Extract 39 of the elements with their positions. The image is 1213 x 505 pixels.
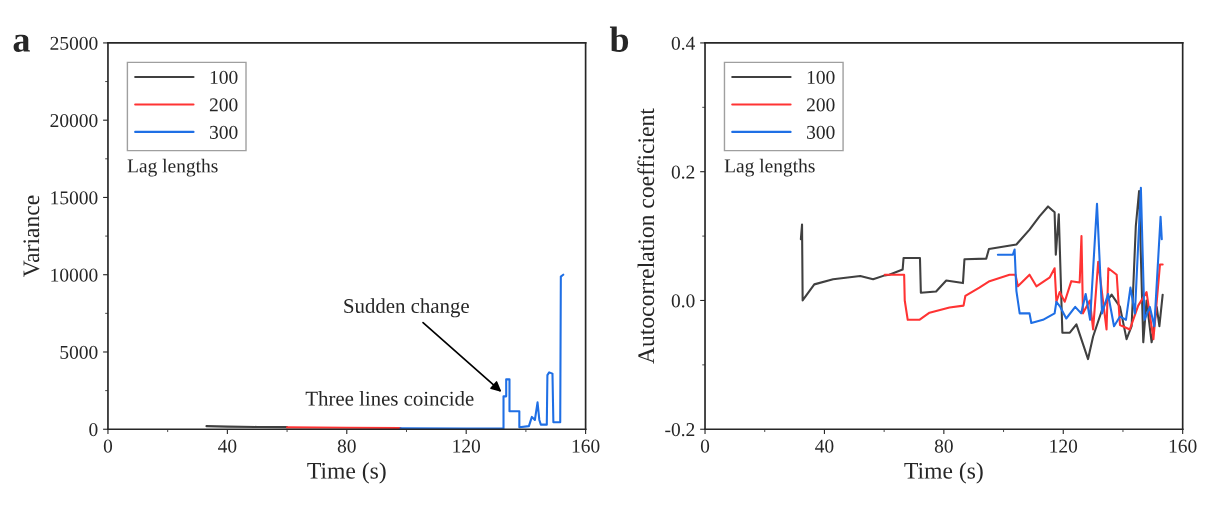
legend-label: 200 (209, 98, 238, 112)
x-axis-title: Time (s) (904, 462, 983, 484)
line-series (799, 189, 1164, 361)
x-tick-label: 80 (934, 439, 953, 453)
y-tick-label: 0 (89, 423, 98, 437)
y-tick-label: 10000 (51, 268, 98, 282)
line-series (996, 186, 1163, 328)
legend-label: 100 (807, 70, 835, 84)
chart-title: b (609, 26, 629, 52)
x-tick-label: 0 (700, 439, 710, 453)
annotation: Three lines coincide (305, 391, 474, 406)
x-tick-label: 160 (572, 439, 600, 453)
y-axis-title: Autocorrelation coefficient (637, 108, 655, 364)
x-tick-label: 160 (1169, 439, 1197, 453)
x-tick-label: 120 (1050, 439, 1078, 453)
legend-title: Lag lengths (724, 158, 815, 177)
line-series (883, 235, 1164, 341)
y-tick-label: 15000 (51, 191, 98, 205)
x-tick-label: 120 (453, 439, 481, 453)
y-tick-label: -0.2 (665, 423, 695, 437)
y-axis-title: Variance (23, 195, 40, 278)
x-tick-label: 0 (103, 439, 113, 453)
x-axis-title: Time (s) (307, 462, 386, 484)
y-tick-label: 0.2 (671, 165, 695, 179)
chart-title: a (13, 34, 30, 52)
legend-label: 100 (210, 70, 238, 84)
legend-label: 300 (807, 125, 835, 139)
y-tick-label: 25000 (50, 36, 98, 50)
y-tick-label: 0.4 (671, 36, 695, 50)
legend-title: Lag lengths (127, 158, 218, 177)
legend-label: 200 (806, 98, 835, 112)
y-tick-label: 20000 (50, 114, 98, 128)
y-tick-label: 5000 (60, 345, 98, 359)
y-tick-label: 0.0 (671, 294, 695, 308)
x-tick-label: 40 (815, 439, 834, 453)
x-tick-label: 40 (218, 439, 237, 453)
x-tick-label: 80 (337, 439, 356, 453)
annotation: Sudden change (344, 298, 469, 318)
legend-label: 300 (210, 125, 238, 139)
